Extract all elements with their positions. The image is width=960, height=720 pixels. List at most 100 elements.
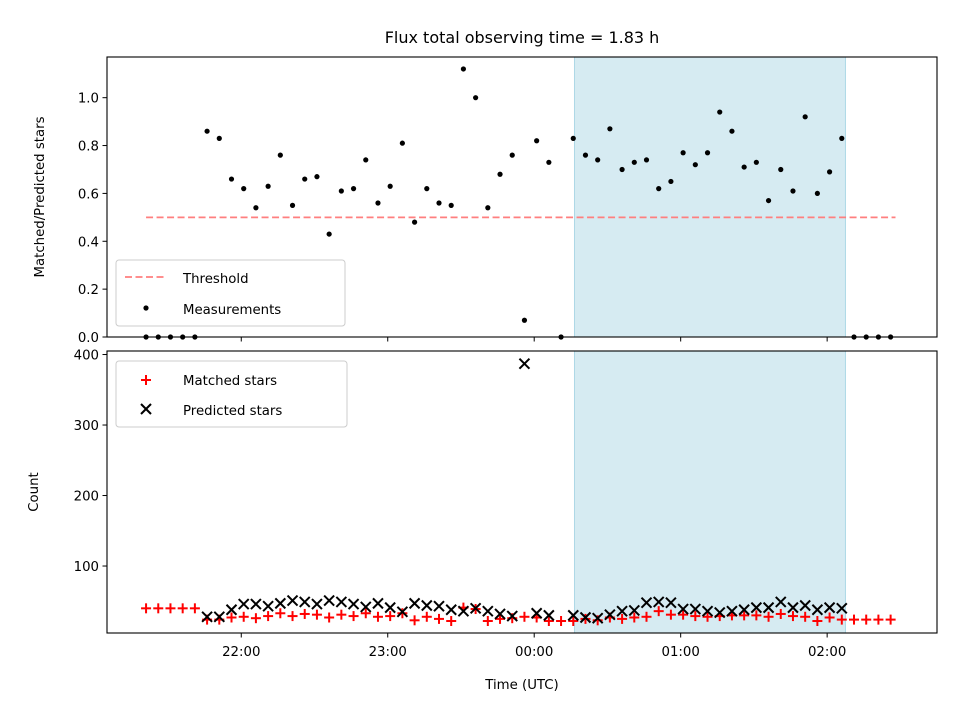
matched-star-point: [446, 616, 457, 627]
measurement-point: [241, 186, 247, 192]
matched-star-point: [153, 603, 164, 614]
matched-star-point: [690, 611, 701, 622]
matched-star-point: [653, 606, 664, 617]
matched-star-point: [409, 615, 420, 626]
matched-star-point: [141, 603, 152, 614]
predicted-star-point: [494, 608, 506, 620]
matched-star-point: [287, 611, 298, 622]
matched-star-point: [751, 610, 762, 621]
predicted-star-point: [408, 597, 421, 610]
measurement-point: [289, 202, 296, 208]
measurement-point: [619, 166, 625, 173]
measurement-point: [741, 164, 747, 170]
matched-star-point: [421, 611, 432, 622]
matched-star-point: [873, 614, 884, 625]
axes-frame: [106, 350, 938, 634]
predicted-star-point: [689, 603, 702, 615]
predicted-star-point: [482, 605, 494, 617]
observing-window-span: [574, 351, 846, 633]
measurement-point: [765, 197, 772, 204]
predicted-star-point: [274, 597, 287, 610]
matched-star-point: [495, 613, 506, 624]
measurement-point: [350, 186, 357, 192]
x-tick-label: 23:00: [369, 645, 407, 660]
predicted-star-point: [616, 605, 628, 617]
measurement-point: [460, 66, 467, 72]
y-tick-label: 1.0: [78, 92, 99, 107]
predicted-star-point: [762, 601, 775, 614]
legend: Matched stars Predicted stars: [115, 360, 348, 428]
matched-star-point: [641, 611, 652, 622]
measurement-point: [802, 114, 808, 120]
measurement-point: [424, 186, 430, 192]
predicted-star-point: [506, 610, 518, 622]
predicted-star-point: [347, 598, 360, 610]
predicted-star-point: [360, 601, 372, 613]
measurement-point: [302, 176, 308, 182]
predicted-star-point: [714, 606, 726, 619]
predicted-star-point: [640, 596, 653, 609]
predicted-star-point: [543, 609, 555, 622]
measurement-point: [497, 171, 503, 177]
measurement-point: [534, 138, 540, 144]
matched-star-point: [556, 616, 567, 627]
legend-box: [115, 360, 348, 428]
predicted-star-point: [457, 605, 470, 617]
matched-star-point: [336, 609, 347, 620]
predicted-star-point: [628, 604, 641, 617]
measurement-point: [314, 174, 320, 180]
predicted-star-point: [811, 604, 824, 616]
y-axis-label: Matched/Predicted stars: [33, 116, 48, 277]
measurement-point: [826, 169, 833, 175]
predicted-star-point: [237, 598, 250, 610]
predicted-star-point: [213, 611, 226, 623]
predicted-star-point: [286, 594, 299, 607]
predicted-star-point: [652, 596, 665, 608]
x-tick-label: 01:00: [662, 645, 700, 660]
measurement-point: [643, 157, 650, 163]
predicted-star-point: [396, 606, 409, 618]
measurement-point: [387, 183, 393, 189]
x-tick-label: 22:00: [222, 645, 260, 660]
y-tick-label: 100: [74, 560, 99, 575]
matched-star-point: [299, 608, 310, 619]
predicted-star-point: [579, 611, 592, 624]
predicted-star-point: [311, 598, 323, 610]
predicted-star-point: [335, 596, 348, 608]
legend-predicted-label: Predicted stars: [183, 404, 282, 419]
matched-star-point: [800, 611, 811, 622]
measurement-point: [399, 140, 405, 146]
predicted-star-point: [604, 608, 616, 621]
predicted-star-point: [677, 603, 689, 615]
predicted-star-point: [323, 594, 335, 607]
matched-star-point: [360, 608, 371, 619]
measurement-point: [204, 128, 210, 134]
predicted-star-point: [201, 611, 213, 623]
matched-star-point: [678, 609, 689, 620]
predicted-star-point: [823, 601, 836, 614]
measurement-point: [753, 159, 759, 165]
y-axis-label: Count: [27, 472, 42, 512]
predicted-star-point: [701, 605, 714, 617]
measurement-point: [729, 128, 735, 134]
bottom-panel: 100 200 300 400 22:00 23:00 00:00 01:00 02:00 Cou…: [27, 349, 938, 660]
y-tick-label: 400: [74, 349, 99, 364]
x-tick-label: 02:00: [808, 645, 846, 660]
matched-star-point: [250, 613, 261, 624]
matched-star-point: [787, 611, 798, 622]
matched-star-point: [629, 612, 640, 623]
matched-star-point: [226, 612, 237, 623]
measurement-point: [656, 186, 662, 192]
measurement-point: [521, 317, 528, 323]
predicted-star-point: [445, 604, 457, 616]
measurement-point: [448, 202, 454, 208]
matched-star-point: [482, 616, 493, 627]
measurement-point: [363, 157, 369, 163]
top-panel: 0.0 0.2 0.4 0.6 0.8 1.0 Matched/Predicted star…: [33, 56, 938, 346]
measurement-point: [277, 152, 283, 158]
measurement-point: [411, 219, 418, 225]
matched-star-point: [775, 608, 786, 619]
measurement-point: [375, 200, 381, 206]
matched-star-point: [275, 608, 286, 619]
y-tick-label: 0.0: [78, 331, 99, 346]
